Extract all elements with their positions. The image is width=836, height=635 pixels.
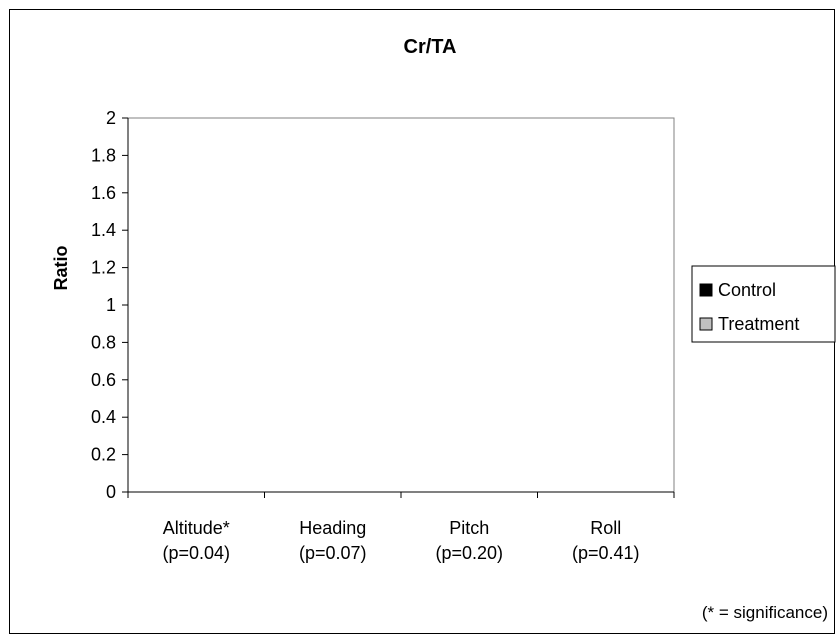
legend-label-treatment: Treatment	[718, 314, 799, 334]
y-tick-label: 0.8	[91, 332, 116, 352]
chart-title: Cr/TA	[404, 36, 457, 58]
x-category-pvalue: (p=0.20)	[435, 543, 503, 563]
y-axis-label: Ratio	[51, 245, 71, 290]
x-category-label: Altitude*	[163, 518, 230, 538]
plot-area	[127, 117, 675, 493]
axes	[122, 117, 675, 498]
x-category-labels: Altitude* (p=0.04) Heading (p=0.07) Pitch (p=…	[162, 518, 639, 563]
y-tick-label: 0.2	[91, 445, 116, 465]
x-category-pvalue: (p=0.41)	[572, 543, 640, 563]
footnote: (* = significance)	[702, 603, 828, 622]
x-category-label: Roll	[590, 518, 621, 538]
y-tick-label: 0.6	[91, 370, 116, 390]
y-tick-label: 1.8	[91, 145, 116, 165]
legend: Control Treatment	[691, 265, 836, 343]
legend-swatch-control	[699, 283, 713, 297]
y-tick-label: 0.4	[91, 407, 116, 427]
y-tick-label: 1.4	[91, 220, 116, 240]
y-tick-label: 0	[106, 482, 116, 502]
x-category-label: Heading	[299, 518, 366, 538]
legend-label-control: Control	[718, 280, 776, 300]
y-tick-label: 1	[106, 295, 116, 315]
x-category-pvalue: (p=0.04)	[162, 543, 230, 563]
y-tick-label: 1.6	[91, 183, 116, 203]
x-category-label: Pitch	[449, 518, 489, 538]
y-tick-labels: 0 0.2 0.4 0.6 0.8 1 1.2 1.4 1.6 1.8 2	[91, 108, 116, 502]
x-category-pvalue: (p=0.07)	[299, 543, 367, 563]
legend-box	[691, 265, 836, 343]
legend-swatch-treatment	[699, 317, 713, 331]
y-tick-label: 1.2	[91, 258, 116, 278]
y-tick-label: 2	[106, 108, 116, 128]
